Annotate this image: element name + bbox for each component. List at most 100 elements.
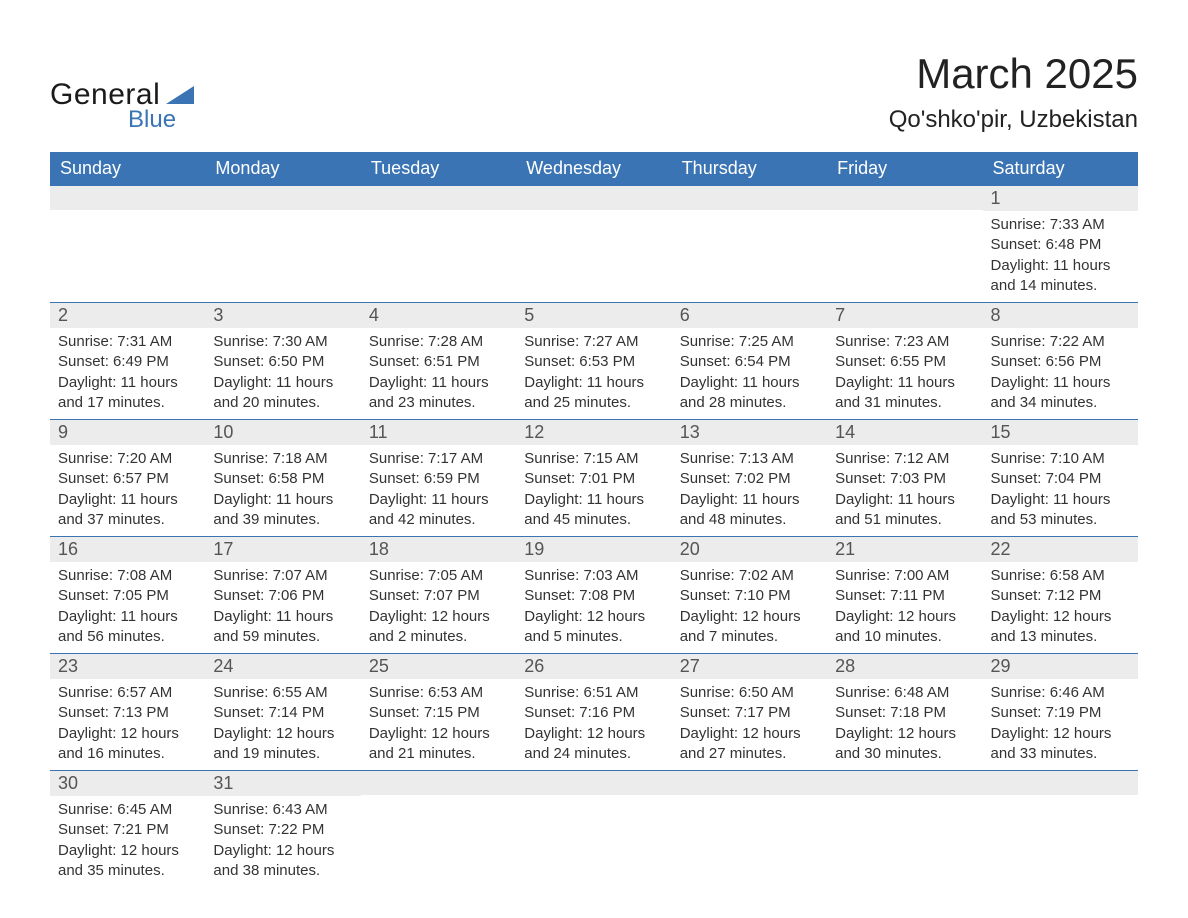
sunrise-line: Sunrise: 7:12 AM bbox=[835, 449, 974, 469]
brand-logo: General Blue bbox=[50, 78, 194, 134]
sunrise-line: Sunrise: 7:33 AM bbox=[991, 215, 1130, 235]
daylight-line-2: and 14 minutes. bbox=[991, 276, 1130, 296]
sunrise-line: Sunrise: 7:22 AM bbox=[991, 332, 1130, 352]
sunrise-line: Sunrise: 6:46 AM bbox=[991, 683, 1130, 703]
day-details: Sunrise: 6:48 AMSunset: 7:18 PMDaylight:… bbox=[827, 679, 982, 770]
day-details bbox=[361, 795, 516, 867]
day-number: 2 bbox=[50, 303, 205, 328]
daylight-line-1: Daylight: 11 hours bbox=[213, 373, 352, 393]
calendar-cell: 29Sunrise: 6:46 AMSunset: 7:19 PMDayligh… bbox=[983, 654, 1138, 771]
sunset-line: Sunset: 7:02 PM bbox=[680, 469, 819, 489]
day-number: 21 bbox=[827, 537, 982, 562]
day-number: 19 bbox=[516, 537, 671, 562]
sunset-line: Sunset: 7:21 PM bbox=[58, 820, 197, 840]
calendar-week: 1Sunrise: 7:33 AMSunset: 6:48 PMDaylight… bbox=[50, 186, 1138, 303]
calendar-cell: 27Sunrise: 6:50 AMSunset: 7:17 PMDayligh… bbox=[672, 654, 827, 771]
day-details: Sunrise: 7:03 AMSunset: 7:08 PMDaylight:… bbox=[516, 562, 671, 653]
daylight-line-1: Daylight: 11 hours bbox=[58, 607, 197, 627]
day-details: Sunrise: 7:28 AMSunset: 6:51 PMDaylight:… bbox=[361, 328, 516, 419]
sunset-line: Sunset: 7:03 PM bbox=[835, 469, 974, 489]
dow-monday: Monday bbox=[205, 152, 360, 186]
sunset-line: Sunset: 7:14 PM bbox=[213, 703, 352, 723]
sunset-line: Sunset: 7:05 PM bbox=[58, 586, 197, 606]
day-of-week-row: Sunday Monday Tuesday Wednesday Thursday… bbox=[50, 152, 1138, 186]
calendar-cell: 31Sunrise: 6:43 AMSunset: 7:22 PMDayligh… bbox=[205, 771, 360, 888]
daylight-line-1: Daylight: 11 hours bbox=[58, 490, 197, 510]
day-details: Sunrise: 7:25 AMSunset: 6:54 PMDaylight:… bbox=[672, 328, 827, 419]
calendar-cell: 19Sunrise: 7:03 AMSunset: 7:08 PMDayligh… bbox=[516, 537, 671, 654]
day-details bbox=[205, 210, 360, 282]
title-block: March 2025 Qo'shko'pir, Uzbekistan bbox=[889, 50, 1138, 134]
calendar-cell-empty bbox=[672, 771, 827, 888]
daylight-line-1: Daylight: 11 hours bbox=[991, 256, 1130, 276]
sunrise-line: Sunrise: 6:53 AM bbox=[369, 683, 508, 703]
sunset-line: Sunset: 7:10 PM bbox=[680, 586, 819, 606]
sunrise-line: Sunrise: 6:57 AM bbox=[58, 683, 197, 703]
day-details: Sunrise: 6:53 AMSunset: 7:15 PMDaylight:… bbox=[361, 679, 516, 770]
calendar-cell-empty bbox=[205, 186, 360, 303]
calendar-cell: 22Sunrise: 6:58 AMSunset: 7:12 PMDayligh… bbox=[983, 537, 1138, 654]
sunrise-line: Sunrise: 6:43 AM bbox=[213, 800, 352, 820]
day-details bbox=[983, 795, 1138, 867]
daylight-line-2: and 53 minutes. bbox=[991, 510, 1130, 530]
daylight-line-2: and 39 minutes. bbox=[213, 510, 352, 530]
daylight-line-2: and 28 minutes. bbox=[680, 393, 819, 413]
month-title: March 2025 bbox=[889, 50, 1138, 98]
calendar-cell: 17Sunrise: 7:07 AMSunset: 7:06 PMDayligh… bbox=[205, 537, 360, 654]
daylight-line-1: Daylight: 12 hours bbox=[213, 841, 352, 861]
calendar-cell: 23Sunrise: 6:57 AMSunset: 7:13 PMDayligh… bbox=[50, 654, 205, 771]
calendar-cell-empty bbox=[516, 186, 671, 303]
day-number bbox=[516, 771, 671, 795]
calendar-cell: 14Sunrise: 7:12 AMSunset: 7:03 PMDayligh… bbox=[827, 420, 982, 537]
daylight-line-2: and 38 minutes. bbox=[213, 861, 352, 881]
day-number: 17 bbox=[205, 537, 360, 562]
sunset-line: Sunset: 6:59 PM bbox=[369, 469, 508, 489]
daylight-line-1: Daylight: 12 hours bbox=[369, 724, 508, 744]
daylight-line-1: Daylight: 11 hours bbox=[213, 490, 352, 510]
dow-tuesday: Tuesday bbox=[361, 152, 516, 186]
day-details: Sunrise: 6:46 AMSunset: 7:19 PMDaylight:… bbox=[983, 679, 1138, 770]
day-details bbox=[672, 795, 827, 867]
daylight-line-2: and 34 minutes. bbox=[991, 393, 1130, 413]
calendar-cell: 30Sunrise: 6:45 AMSunset: 7:21 PMDayligh… bbox=[50, 771, 205, 888]
calendar-cell-empty bbox=[50, 186, 205, 303]
day-number bbox=[205, 186, 360, 210]
daylight-line-1: Daylight: 11 hours bbox=[369, 373, 508, 393]
day-details: Sunrise: 6:45 AMSunset: 7:21 PMDaylight:… bbox=[50, 796, 205, 887]
day-details: Sunrise: 7:20 AMSunset: 6:57 PMDaylight:… bbox=[50, 445, 205, 536]
calendar-cell: 4Sunrise: 7:28 AMSunset: 6:51 PMDaylight… bbox=[361, 303, 516, 420]
daylight-line-2: and 7 minutes. bbox=[680, 627, 819, 647]
calendar-cell: 20Sunrise: 7:02 AMSunset: 7:10 PMDayligh… bbox=[672, 537, 827, 654]
daylight-line-2: and 2 minutes. bbox=[369, 627, 508, 647]
day-number: 31 bbox=[205, 771, 360, 796]
calendar-cell: 15Sunrise: 7:10 AMSunset: 7:04 PMDayligh… bbox=[983, 420, 1138, 537]
day-details: Sunrise: 7:12 AMSunset: 7:03 PMDaylight:… bbox=[827, 445, 982, 536]
day-number: 14 bbox=[827, 420, 982, 445]
sunset-line: Sunset: 7:11 PM bbox=[835, 586, 974, 606]
calendar-cell: 28Sunrise: 6:48 AMSunset: 7:18 PMDayligh… bbox=[827, 654, 982, 771]
calendar-week: 30Sunrise: 6:45 AMSunset: 7:21 PMDayligh… bbox=[50, 771, 1138, 888]
sunset-line: Sunset: 7:17 PM bbox=[680, 703, 819, 723]
daylight-line-1: Daylight: 11 hours bbox=[835, 373, 974, 393]
brand-word-2: Blue bbox=[128, 106, 194, 134]
day-details: Sunrise: 7:27 AMSunset: 6:53 PMDaylight:… bbox=[516, 328, 671, 419]
sunset-line: Sunset: 6:48 PM bbox=[991, 235, 1130, 255]
day-number: 9 bbox=[50, 420, 205, 445]
calendar-cell: 2Sunrise: 7:31 AMSunset: 6:49 PMDaylight… bbox=[50, 303, 205, 420]
calendar-cell: 3Sunrise: 7:30 AMSunset: 6:50 PMDaylight… bbox=[205, 303, 360, 420]
day-details: Sunrise: 7:23 AMSunset: 6:55 PMDaylight:… bbox=[827, 328, 982, 419]
day-number: 27 bbox=[672, 654, 827, 679]
day-details: Sunrise: 7:15 AMSunset: 7:01 PMDaylight:… bbox=[516, 445, 671, 536]
sunrise-line: Sunrise: 7:20 AM bbox=[58, 449, 197, 469]
dow-saturday: Saturday bbox=[983, 152, 1138, 186]
day-number: 28 bbox=[827, 654, 982, 679]
day-number: 24 bbox=[205, 654, 360, 679]
day-number bbox=[516, 186, 671, 210]
daylight-line-1: Daylight: 12 hours bbox=[369, 607, 508, 627]
day-number bbox=[361, 186, 516, 210]
sunrise-line: Sunrise: 6:45 AM bbox=[58, 800, 197, 820]
daylight-line-1: Daylight: 11 hours bbox=[680, 490, 819, 510]
day-details: Sunrise: 6:55 AMSunset: 7:14 PMDaylight:… bbox=[205, 679, 360, 770]
day-details: Sunrise: 6:43 AMSunset: 7:22 PMDaylight:… bbox=[205, 796, 360, 887]
daylight-line-1: Daylight: 12 hours bbox=[991, 607, 1130, 627]
